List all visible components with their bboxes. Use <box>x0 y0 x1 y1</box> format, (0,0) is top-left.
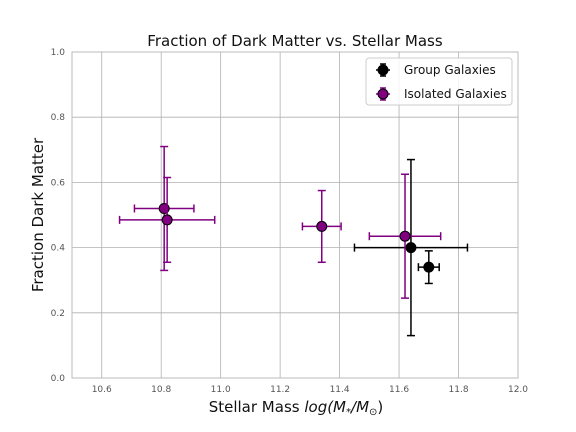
x-tick-label: 12.0 <box>508 385 528 395</box>
x-axis-label-sub2: ⊙ <box>369 407 377 418</box>
x-tick-label: 11.6 <box>389 385 409 395</box>
legend-marker <box>378 89 388 99</box>
y-tick-label: 0.4 <box>51 244 66 254</box>
data-point <box>162 215 172 225</box>
y-axis-label: Fraction Dark Matter <box>29 137 47 292</box>
x-tick-label: 10.8 <box>151 385 171 395</box>
data-point <box>424 262 434 272</box>
x-axis-label-math: log(M <box>304 398 346 416</box>
x-tick-label: 11.8 <box>449 385 469 395</box>
x-axis-label-mid: /M <box>349 398 369 416</box>
data-point <box>400 231 410 241</box>
x-tick-label: 11.0 <box>211 385 231 395</box>
data-point <box>406 243 416 253</box>
y-tick-label: 0.6 <box>51 178 66 188</box>
y-tick-label: 0.2 <box>51 309 65 319</box>
x-tick-label: 11.4 <box>330 385 350 395</box>
legend-marker <box>378 65 388 75</box>
x-tick-label: 10.6 <box>92 385 112 395</box>
legend: Group Galaxies Isolated Galaxies <box>366 58 512 105</box>
y-tick-label: 0.0 <box>51 374 66 384</box>
x-axis-label-prefix: Stellar Mass <box>209 398 305 416</box>
x-axis-label: Stellar Mass log(M*/M⊙) <box>209 398 384 418</box>
legend-label: Group Galaxies <box>404 63 496 77</box>
x-axis-label-end: ) <box>377 398 383 416</box>
x-tick-label: 11.2 <box>270 385 290 395</box>
y-tick-label: 0.8 <box>51 113 66 123</box>
chart-title: Fraction of Dark Matter vs. Stellar Mass <box>147 32 443 50</box>
legend-label: Isolated Galaxies <box>404 87 507 101</box>
data-point <box>317 221 327 231</box>
y-tick-label: 1.0 <box>51 48 66 58</box>
